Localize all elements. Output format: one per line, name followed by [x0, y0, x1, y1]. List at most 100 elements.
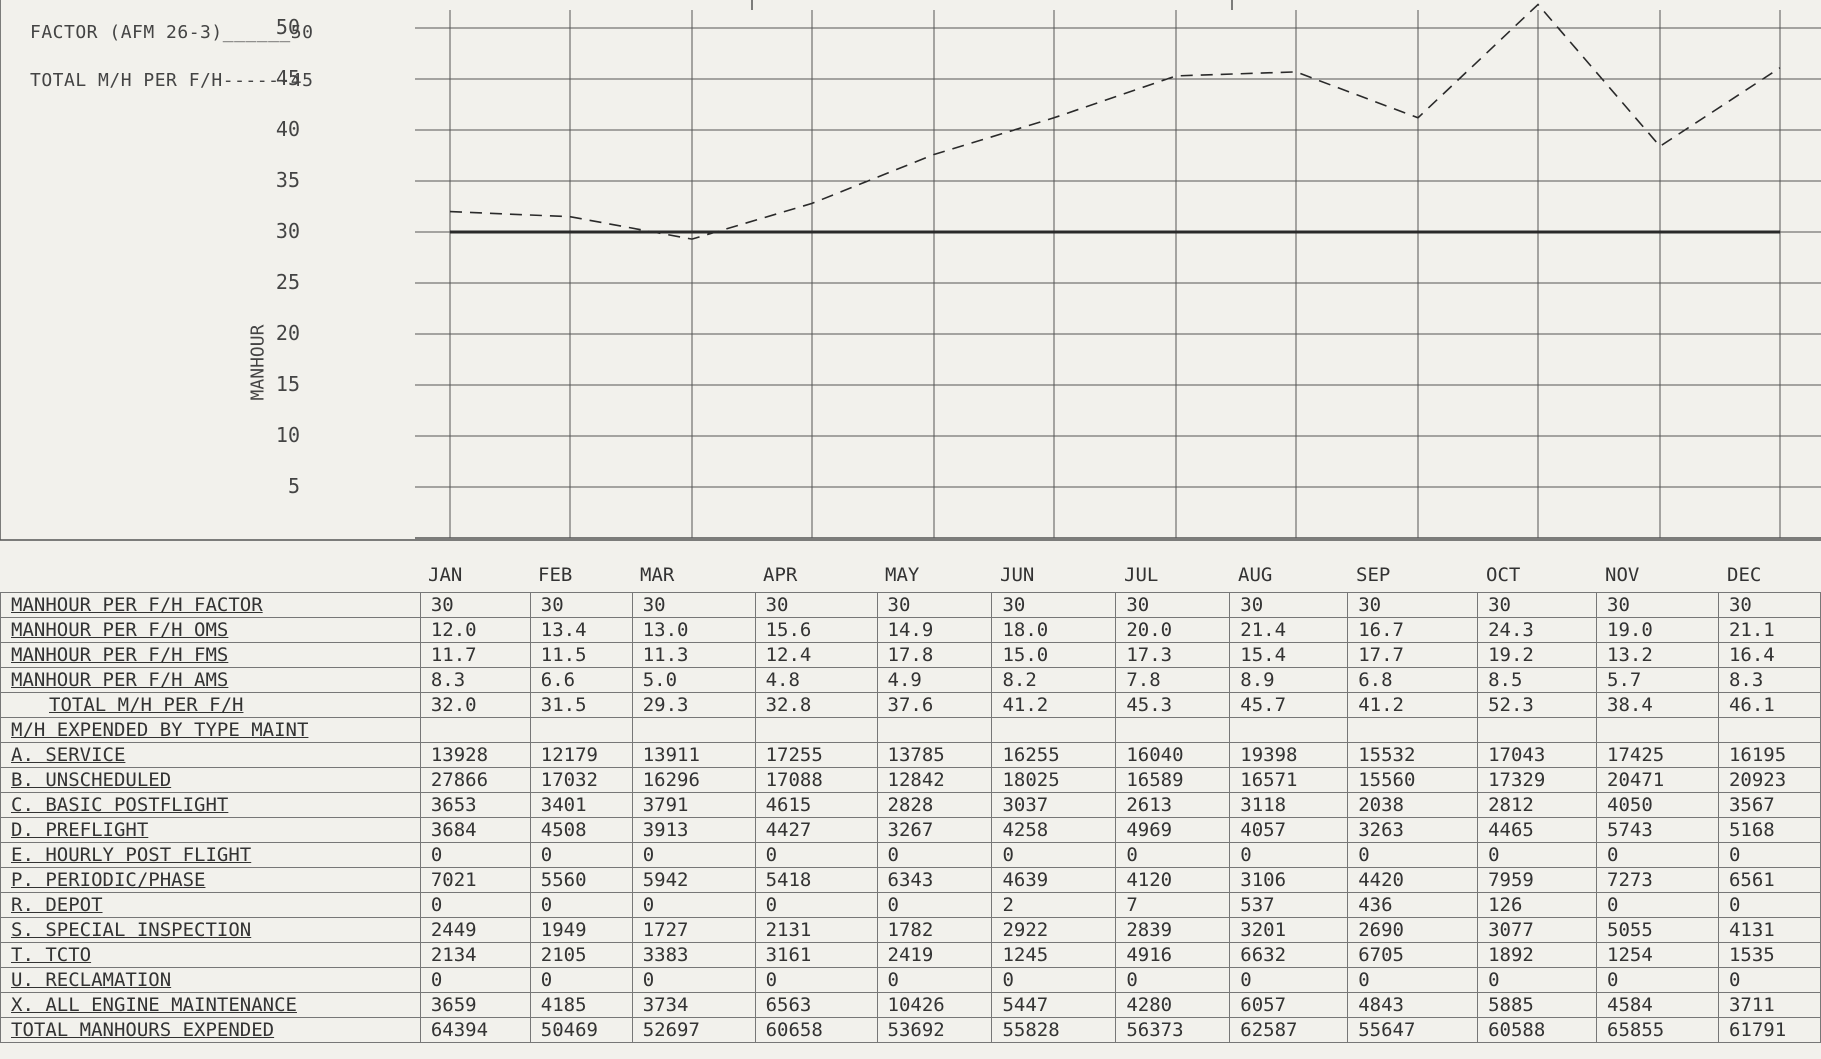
- table-cell: 21.4: [1229, 617, 1349, 643]
- table-cell: 30: [1477, 592, 1598, 618]
- table-cell: 7959: [1477, 867, 1598, 893]
- table-cell: 4969: [1115, 817, 1231, 843]
- table-cell: 11.7: [419, 642, 531, 668]
- table-cell: 5447: [991, 992, 1117, 1018]
- month-label: AUG: [1238, 564, 1273, 586]
- table-cell: 8.9: [1229, 667, 1349, 693]
- table-cell: 56373: [1115, 1017, 1231, 1043]
- table-cell: 7021: [419, 867, 531, 893]
- table-cell: 0: [419, 892, 531, 918]
- table-cell: 3711: [1717, 992, 1821, 1018]
- table-cell: 18025: [991, 767, 1117, 793]
- table-cell: 5168: [1717, 817, 1821, 843]
- table-cell: 0: [1477, 967, 1598, 993]
- table-cell: 2131: [754, 917, 878, 943]
- table-row: T. TCTO 2134 2105 3383 3161 2419 1245 4916 6632 6…: [0, 942, 1821, 968]
- table-cell: 4120: [1115, 867, 1231, 893]
- table-cell: 4.9: [876, 667, 993, 693]
- table-cell: 1949: [529, 917, 633, 943]
- table-cell: 5942: [631, 867, 756, 893]
- table-cell: 19398: [1229, 742, 1349, 768]
- table-cell: 6632: [1229, 942, 1349, 968]
- table-cell: 0: [876, 967, 993, 993]
- table-row: TOTAL M/H PER F/H 32.0 31.5 29.3 32.8 37.6 41.…: [0, 692, 1821, 718]
- table-cell: 13785: [876, 742, 993, 768]
- table-cell: 15.6: [754, 617, 878, 643]
- table-cell: 4185: [529, 992, 633, 1018]
- table-cell: 5885: [1477, 992, 1598, 1018]
- table-cell: 55828: [991, 1017, 1117, 1043]
- table-cell: 3734: [631, 992, 756, 1018]
- table-cell: 8.3: [419, 667, 531, 693]
- table-cell: 8.2: [991, 667, 1117, 693]
- table-cell: 37.6: [876, 692, 993, 718]
- table-cell: [631, 717, 756, 743]
- row-label: X. ALL ENGINE MAINTENANCE: [0, 992, 421, 1018]
- table-cell: 3653: [419, 792, 531, 818]
- row-label: R. DEPOT: [0, 892, 421, 918]
- y-tick-label: 45: [275, 66, 300, 90]
- table-row: X. ALL ENGINE MAINTENANCE 3659 4185 3734 656…: [0, 992, 1821, 1018]
- table-cell: 7.8: [1115, 667, 1231, 693]
- table-cell: 30: [876, 592, 993, 618]
- table-cell: 2419: [876, 942, 993, 968]
- table-cell: 17032: [529, 767, 633, 793]
- table-cell: 6343: [876, 867, 993, 893]
- legend-factor: FACTOR (AFM 26-3)______50: [30, 22, 314, 43]
- table-cell: 60658: [754, 1017, 878, 1043]
- table-cell: 0: [1115, 967, 1231, 993]
- row-label: MANHOUR PER F/H FMS: [0, 642, 421, 668]
- table-cell: 3791: [631, 792, 756, 818]
- table-cell: 1727: [631, 917, 756, 943]
- row-label: T. TCTO: [0, 942, 421, 968]
- table-cell: 46.1: [1717, 692, 1821, 718]
- table-cell: 45.3: [1115, 692, 1231, 718]
- table-cell: [754, 717, 878, 743]
- table-cell: 24.3: [1477, 617, 1598, 643]
- table-cell: 5.0: [631, 667, 756, 693]
- table-cell: 17329: [1477, 767, 1598, 793]
- table-cell: 13928: [419, 742, 531, 768]
- table-cell: 4584: [1596, 992, 1719, 1018]
- month-label: DEC: [1727, 564, 1762, 586]
- table-cell: 3684: [419, 817, 531, 843]
- table-row: P. PERIODIC/PHASE 7021 5560 5942 5418 6343 463…: [0, 867, 1821, 893]
- chart-series: [449, 3, 1781, 240]
- table-cell: 6563: [754, 992, 878, 1018]
- table-row: C. BASIC POSTFLIGHT 3653 3401 3791 4615 2828 3…: [0, 792, 1821, 818]
- row-label: MANHOUR PER F/H OMS: [0, 617, 421, 643]
- table-cell: 30: [1717, 592, 1821, 618]
- table-cell: 1245: [991, 942, 1117, 968]
- table-row: A. SERVICE 13928 12179 13911 17255 13785 16255…: [0, 742, 1821, 768]
- table-cell: 15.4: [1229, 642, 1349, 668]
- table-cell: 0: [1347, 967, 1479, 993]
- table-cell: 0: [529, 967, 633, 993]
- table-cell: 30: [1347, 592, 1479, 618]
- y-tick-label: 35: [275, 168, 300, 192]
- series-line-total: [449, 3, 1781, 240]
- table-cell: 0: [754, 892, 878, 918]
- table-cell: 32.0: [419, 692, 531, 718]
- table-cell: 0: [754, 842, 878, 868]
- table-cell: 60588: [1477, 1017, 1598, 1043]
- table-cell: 126: [1477, 892, 1598, 918]
- table-cell: 1782: [876, 917, 993, 943]
- table-cell: 20.0: [1115, 617, 1231, 643]
- table-cell: 10426: [876, 992, 993, 1018]
- table-cell: [1596, 717, 1719, 743]
- table-cell: 0: [991, 967, 1117, 993]
- month-label: MAR: [640, 564, 675, 586]
- table-cell: 5418: [754, 867, 878, 893]
- table-cell: 50469: [529, 1017, 633, 1043]
- table-cell: 3118: [1229, 792, 1349, 818]
- table-cell: 3401: [529, 792, 633, 818]
- row-label: M/H EXPENDED BY TYPE MAINT: [0, 717, 421, 743]
- table-cell: 8.5: [1477, 667, 1598, 693]
- row-label: P. PERIODIC/PHASE: [0, 867, 421, 893]
- table-cell: 6705: [1347, 942, 1479, 968]
- table-cell: 3913: [631, 817, 756, 843]
- table-cell: 52.3: [1477, 692, 1598, 718]
- table-cell: 30: [754, 592, 878, 618]
- table-cell: 30: [529, 592, 633, 618]
- table-cell: 29.3: [631, 692, 756, 718]
